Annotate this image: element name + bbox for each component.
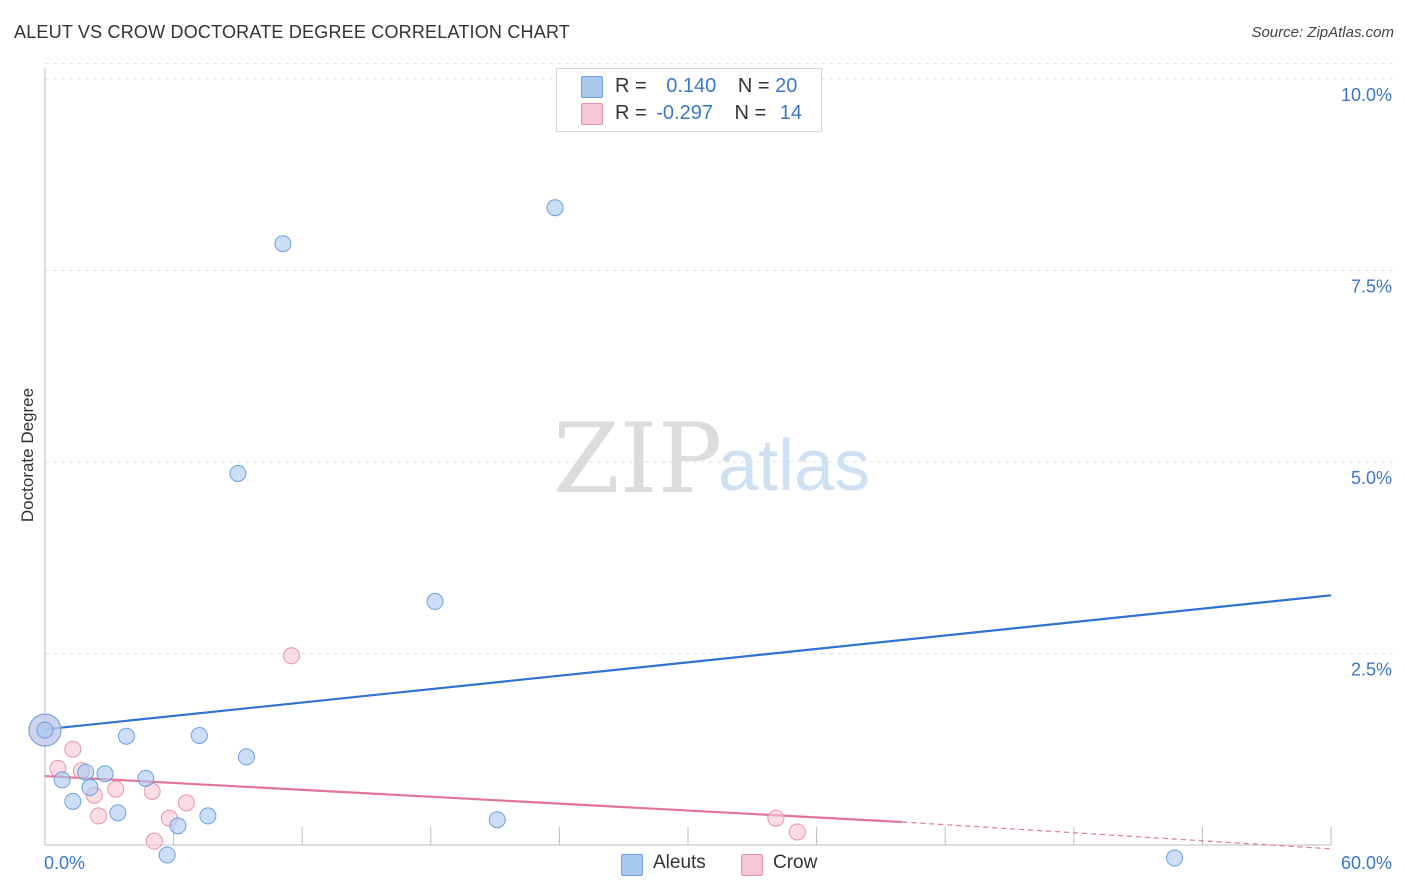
data-point-aleuts xyxy=(426,592,444,610)
watermark: ZIP atlas xyxy=(553,403,870,515)
legend-swatch-aleuts xyxy=(581,76,603,98)
y-tick-label: 5.0% xyxy=(1351,468,1392,488)
data-point-crow xyxy=(107,780,125,798)
watermark-atlas: atlas xyxy=(718,426,870,506)
legend-r-value: 0.140 xyxy=(666,75,717,97)
x-tick-label: 0.0% xyxy=(44,853,85,873)
watermark-zip: ZIP xyxy=(553,403,722,515)
data-point-aleuts xyxy=(1166,849,1184,867)
data-point-aleuts xyxy=(53,771,71,789)
data-point-crow xyxy=(145,832,163,850)
data-point-aleuts xyxy=(137,769,155,787)
correlation-legend: R = 0.140 N = 20 R = -0.297 N = 14 xyxy=(556,68,822,132)
data-point-aleuts xyxy=(36,721,54,739)
legend-n-label: N = xyxy=(734,102,767,124)
data-point-aleuts xyxy=(546,199,564,217)
data-point-aleuts xyxy=(199,807,217,825)
data-point-aleuts xyxy=(190,726,208,744)
legend-n-value: 14 xyxy=(779,102,803,124)
data-point-crow xyxy=(90,807,108,825)
data-point-crow xyxy=(767,809,785,827)
grid-lines xyxy=(45,63,1393,654)
y-tick-label: 10.0% xyxy=(1341,85,1392,105)
legend-r-label: R = xyxy=(615,75,647,97)
legend-r-label: R = xyxy=(615,102,647,124)
data-point-aleuts xyxy=(64,792,82,810)
data-point-aleuts xyxy=(169,817,187,835)
trend-line-crow xyxy=(44,774,903,824)
data-point-crow xyxy=(788,823,806,841)
bottom-legend-swatch-aleuts xyxy=(621,854,643,876)
bottom-legend-label: Aleuts xyxy=(653,852,706,873)
tick-labels: 2.5% 5.0% 7.5% 10.0% 0.0% 60.0% xyxy=(44,85,1392,873)
data-point-aleuts xyxy=(274,235,292,253)
bottom-legend-label: Crow xyxy=(773,852,818,873)
data-point-crow xyxy=(282,647,300,665)
data-point-aleuts xyxy=(158,846,176,864)
legend-n-label: N = xyxy=(737,75,770,97)
data-point-aleuts xyxy=(81,779,99,797)
data-point-crow xyxy=(64,740,82,758)
legend-n-value: 20 xyxy=(775,75,798,97)
legend-swatch-crow xyxy=(581,103,603,125)
data-point-aleuts xyxy=(229,464,247,482)
data-points xyxy=(28,199,1184,867)
data-point-aleuts xyxy=(488,811,506,829)
bottom-legend-swatch-crow xyxy=(741,854,763,876)
source-credit: Source: ZipAtlas.com xyxy=(1251,24,1394,41)
data-point-aleuts xyxy=(237,748,255,766)
y-tick-label: 2.5% xyxy=(1351,660,1392,680)
data-point-aleuts xyxy=(96,765,114,783)
data-point-aleuts xyxy=(109,804,127,822)
chart-title: ALEUT VS CROW DOCTORATE DEGREE CORRELATI… xyxy=(14,22,571,42)
legend-r-value: -0.297 xyxy=(656,102,713,124)
trend-lines xyxy=(44,594,1332,850)
data-point-crow xyxy=(177,794,195,812)
data-point-aleuts xyxy=(77,763,95,781)
data-point-aleuts xyxy=(117,727,135,745)
trend-line-aleuts xyxy=(44,594,1332,731)
y-tick-label: 7.5% xyxy=(1351,277,1392,297)
x-tick-label: 60.0% xyxy=(1341,853,1392,873)
